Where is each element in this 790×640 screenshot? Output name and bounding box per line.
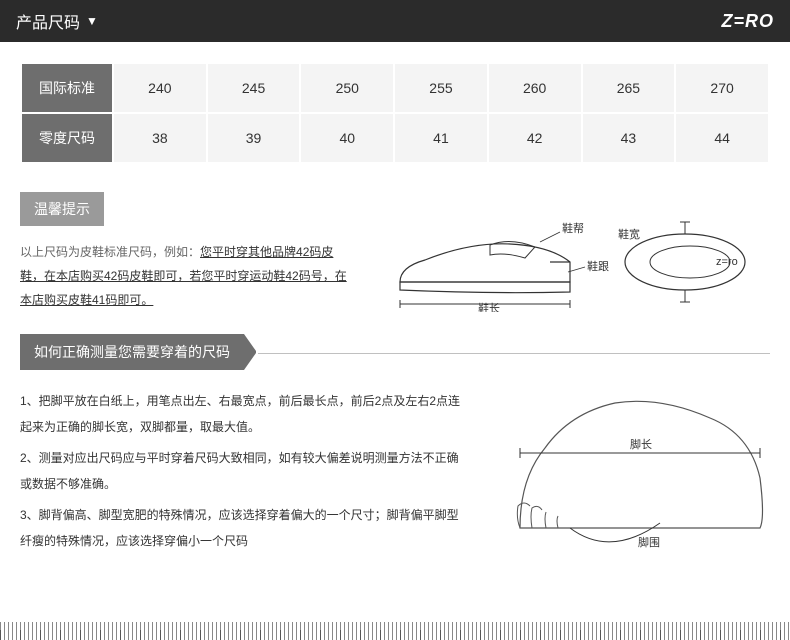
- cell: 265: [583, 64, 675, 112]
- header-title-text: 产品尺码: [16, 9, 80, 33]
- cell: 44: [676, 114, 768, 162]
- cell: 39: [208, 114, 300, 162]
- header-bar: 产品尺码 ▼ Z=RO: [0, 0, 790, 42]
- foot-diagram: 脚长 脚围: [490, 378, 770, 568]
- cell: 42: [489, 114, 581, 162]
- how-list: 1、把脚平放在白纸上，用笔点出左、右最宽点，前后最长点，前后2点及左右2点连起来…: [20, 388, 470, 554]
- content: 国际标准 240 245 250 255 260 265 270 零度尺码 38…: [0, 42, 790, 578]
- cell: 240: [114, 64, 206, 112]
- svg-text:z=ro: z=ro: [716, 256, 738, 268]
- ruler-divider: [0, 622, 790, 640]
- how-section: 如何正确测量您需要穿着的尺码 1、把脚平放在白纸上，用笔点出左、右最宽点，前后最…: [20, 334, 770, 554]
- cell: 270: [676, 64, 768, 112]
- divider: [258, 334, 770, 354]
- foot-girth-label: 脚围: [638, 535, 660, 549]
- cell: 43: [583, 114, 675, 162]
- tip-text-pre: 以上尺码为皮鞋标准尺码，例如：: [20, 245, 200, 259]
- table-row: 国际标准 240 245 250 255 260 265 270: [22, 64, 768, 112]
- list-item: 2、测量对应出尺码应与平时穿着尺码大致相同，如有较大偏差说明测量方法不正确或数据…: [20, 445, 470, 498]
- shoe-diagram: 鞋长 鞋帮 鞋跟 鞋宽 z=ro: [390, 212, 760, 312]
- cell: 40: [301, 114, 393, 162]
- chevron-down-icon: ▼: [86, 14, 98, 28]
- list-item: 3、脚背偏高、脚型宽肥的特殊情况，应该选择穿着偏大的一个尺寸；脚背偏平脚型纤瘦的…: [20, 502, 470, 555]
- cell: 255: [395, 64, 487, 112]
- table-row: 零度尺码 38 39 40 41 42 43 44: [22, 114, 768, 162]
- tip-text: 以上尺码为皮鞋标准尺码，例如：您平时穿其他品牌42码皮鞋，在本店购买42码皮鞋即…: [20, 240, 350, 312]
- shoe-heel-label: 鞋跟: [587, 259, 609, 273]
- row-header-intl: 国际标准: [22, 64, 112, 112]
- brand-logo: Z=RO: [721, 11, 774, 32]
- shoe-length-label: 鞋长: [478, 301, 500, 312]
- tip-block: 温馨提示 以上尺码为皮鞋标准尺码，例如：您平时穿其他品牌42码皮鞋，在本店购买4…: [20, 192, 770, 312]
- foot-length-label: 脚长: [630, 437, 652, 451]
- cell: 250: [301, 64, 393, 112]
- how-body: 1、把脚平放在白纸上，用笔点出左、右最宽点，前后最长点，前后2点及左右2点连起来…: [20, 388, 770, 554]
- row-header-zero: 零度尺码: [22, 114, 112, 162]
- cell: 41: [395, 114, 487, 162]
- how-title: 如何正确测量您需要穿着的尺码: [20, 334, 244, 370]
- shoe-upper-label: 鞋帮: [562, 221, 584, 235]
- list-item: 1、把脚平放在白纸上，用笔点出左、右最宽点，前后最长点，前后2点及左右2点连起来…: [20, 388, 470, 441]
- shoe-width-label: 鞋宽: [618, 227, 640, 241]
- tip-badge: 温馨提示: [20, 192, 104, 226]
- header-title: 产品尺码 ▼: [16, 9, 98, 33]
- cell: 38: [114, 114, 206, 162]
- size-table: 国际标准 240 245 250 255 260 265 270 零度尺码 38…: [20, 62, 770, 164]
- cell: 260: [489, 64, 581, 112]
- how-title-row: 如何正确测量您需要穿着的尺码: [20, 334, 770, 370]
- cell: 245: [208, 64, 300, 112]
